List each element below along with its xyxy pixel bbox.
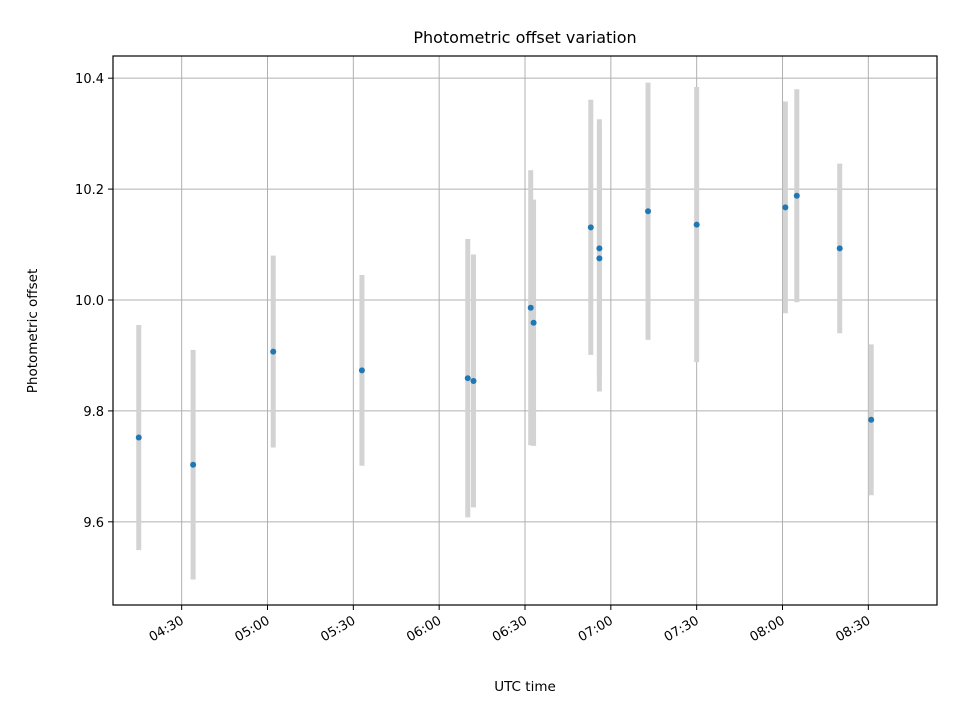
data-point	[645, 208, 652, 215]
x-tick-label: 05:00	[233, 613, 273, 645]
y-tick-label: 10.2	[75, 183, 104, 198]
x-tick-label: 08:30	[833, 613, 873, 645]
x-axis-label: UTC time	[494, 679, 556, 695]
data-point	[358, 367, 365, 374]
x-tick-label: 07:30	[662, 613, 702, 645]
data-points	[135, 192, 875, 468]
data-point	[836, 245, 843, 252]
data-point	[793, 192, 800, 199]
data-point	[527, 304, 534, 311]
x-tick-label: 08:00	[748, 613, 788, 645]
y-axis-label: Photometric offset	[25, 269, 41, 393]
x-tick-label: 06:30	[490, 613, 530, 645]
x-tick-label: 06:00	[404, 613, 444, 645]
data-point	[868, 416, 875, 423]
chart-title: Photometric offset variation	[413, 28, 636, 47]
y-tick-label: 10.0	[75, 294, 104, 309]
x-axis: 04:30 05:00 05:30 06:00 06:30 07:00 07:30 08:00…	[147, 605, 873, 645]
x-tick-label: 07:00	[576, 613, 616, 645]
y-tick-label: 9.8	[83, 405, 104, 420]
grid	[113, 56, 937, 605]
data-point	[596, 245, 603, 252]
data-point	[693, 221, 700, 228]
y-axis: 9.6 9.8 10.0 10.2 10.4	[75, 72, 113, 531]
y-tick-label: 9.6	[83, 516, 104, 531]
data-point	[782, 204, 789, 211]
data-point	[190, 461, 197, 468]
data-point	[596, 255, 603, 262]
y-tick-label: 10.4	[75, 72, 104, 87]
data-point	[270, 348, 277, 355]
data-point	[464, 375, 471, 382]
error-bars	[136, 82, 874, 580]
x-tick-label: 05:30	[318, 613, 358, 645]
data-point	[135, 434, 142, 441]
data-point	[587, 224, 594, 231]
data-point	[470, 377, 477, 384]
data-point	[530, 319, 537, 326]
x-tick-label: 04:30	[147, 613, 187, 645]
